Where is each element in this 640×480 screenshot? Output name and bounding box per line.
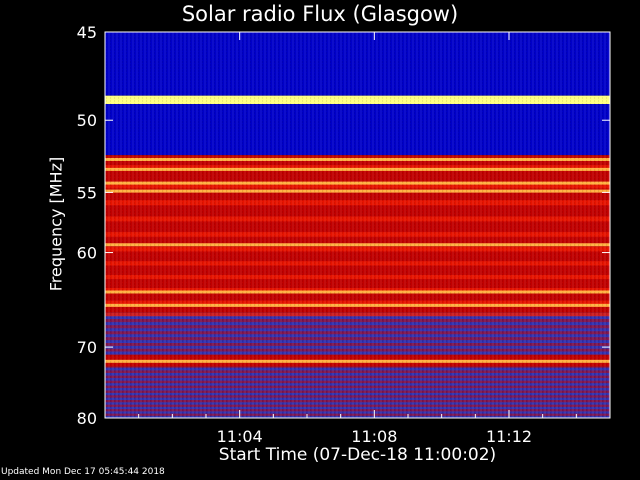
x-tick-label: 11:12 bbox=[486, 427, 532, 446]
y-tick-label: 70 bbox=[77, 338, 97, 357]
y-tick-label: 60 bbox=[77, 244, 97, 263]
plot-frame bbox=[104, 31, 611, 419]
x-axis-label: Start Time (07-Dec-18 11:00:02) bbox=[218, 445, 497, 465]
x-tick-label: 11:04 bbox=[217, 427, 263, 446]
noise-overlay bbox=[105, 32, 610, 418]
axis-layer: 45 50 55 60 70 80 11:04 11:08 11:12 bbox=[77, 23, 610, 446]
x-tick-label: 11:08 bbox=[351, 427, 397, 446]
y-tick-label: 80 bbox=[77, 409, 97, 428]
chart-title: Solar radio Flux (Glasgow) bbox=[181, 2, 459, 26]
y-tick-label: 45 bbox=[77, 23, 97, 42]
y-tick-label: 55 bbox=[77, 183, 97, 202]
y-tick-label: 50 bbox=[77, 111, 97, 130]
updated-timestamp: Updated Mon Dec 17 05:45:44 2018 bbox=[1, 467, 165, 477]
